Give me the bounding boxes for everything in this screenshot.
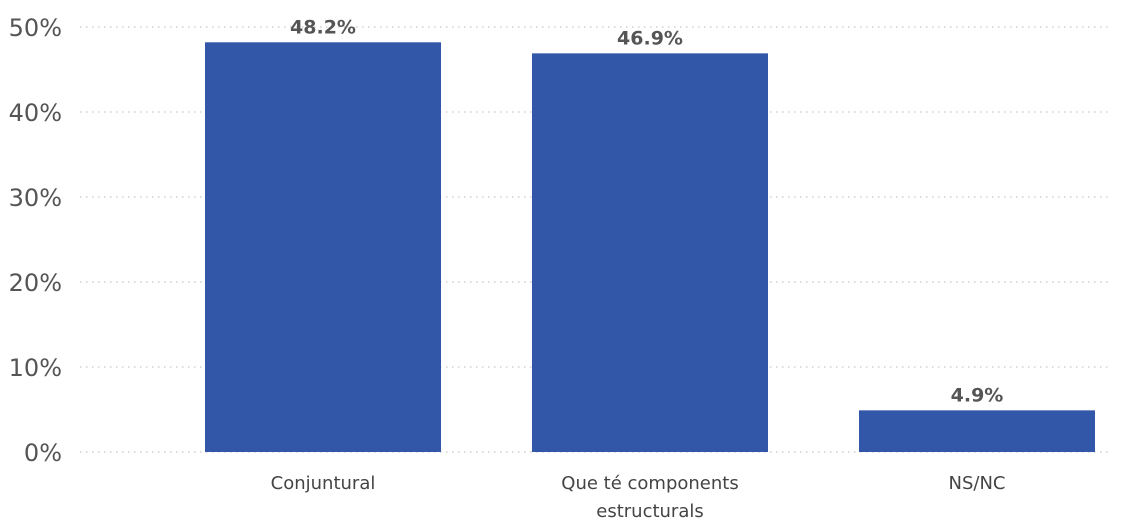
y-tick-label: 40% xyxy=(9,99,62,127)
bar xyxy=(532,53,768,452)
x-category-label: NS/NC xyxy=(949,473,1006,494)
x-category-label: Conjuntural xyxy=(271,473,376,494)
bar-value-label: 48.2% xyxy=(290,16,356,38)
y-tick-label: 0% xyxy=(24,439,62,467)
bar-value-label: 46.9% xyxy=(617,27,683,49)
bar xyxy=(859,410,1095,452)
x-category-label-line: NS/NC xyxy=(949,473,1006,494)
x-category-label-line: Conjuntural xyxy=(271,473,376,494)
y-tick-label: 30% xyxy=(9,184,62,212)
bar-value-label: 4.9% xyxy=(951,384,1004,406)
x-category-label-line: Que té components xyxy=(561,473,738,494)
y-tick-label: 20% xyxy=(9,269,62,297)
bar xyxy=(205,42,441,453)
y-tick-label: 10% xyxy=(9,354,62,382)
y-tick-label: 50% xyxy=(9,14,62,42)
x-category-label-line: estructurals xyxy=(596,501,704,520)
x-category-label: Que té components estructurals xyxy=(561,473,738,520)
